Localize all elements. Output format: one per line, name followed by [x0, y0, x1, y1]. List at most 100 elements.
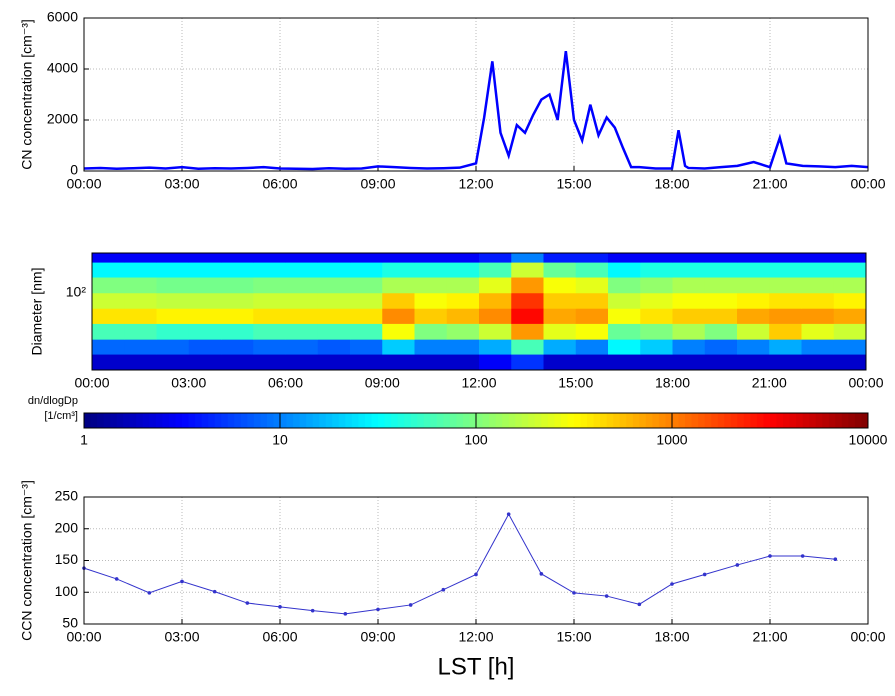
data-point	[212, 589, 217, 594]
colorbar-segment	[319, 413, 327, 428]
heatmap-cell	[124, 277, 157, 294]
heatmap-cell	[382, 308, 415, 324]
colorbar-segment	[253, 413, 261, 428]
heatmap-cell	[253, 339, 286, 355]
heatmap-cell	[833, 323, 867, 340]
colorbar-segment	[84, 413, 92, 428]
colorbar-segment	[306, 413, 314, 428]
heatmap-cell	[253, 262, 286, 278]
colorbar-segment	[848, 413, 856, 428]
colorbar-segment	[587, 413, 595, 428]
heatmap-cell	[253, 292, 286, 309]
plot-frame	[91, 252, 867, 371]
colorbar-segment	[208, 413, 216, 428]
colorbar-segment	[691, 413, 699, 428]
plot-area	[84, 18, 868, 171]
colorbar-segment	[404, 413, 412, 428]
heatmap-cell	[124, 262, 157, 278]
heatmap-cell	[575, 308, 609, 324]
heatmap-cell	[737, 253, 770, 263]
y-axis-label: CCN concentration [cm⁻³]	[19, 480, 35, 641]
heatmap-cell	[350, 253, 383, 263]
data-line	[83, 513, 836, 615]
colorbar-segment	[508, 413, 516, 428]
colorbar-segment	[280, 413, 288, 428]
heatmap-cell	[575, 323, 609, 340]
heatmap-cell	[317, 292, 351, 309]
heatmap-cell	[608, 277, 641, 294]
colorbar-segment	[123, 413, 131, 428]
heatmap-cell	[317, 262, 351, 278]
heatmap-cell	[446, 262, 480, 278]
colorbar-segment	[410, 413, 418, 428]
x-tick-label: 00:00	[850, 176, 885, 192]
heatmap-cell	[543, 339, 577, 355]
colorbar-segment	[155, 413, 163, 428]
colorbar-segment	[822, 413, 830, 428]
heatmap-cell	[221, 253, 254, 263]
colorbar-segment	[462, 413, 470, 428]
heatmap-cell	[317, 253, 351, 263]
heatmap-cell	[414, 253, 448, 263]
colorbar-segment	[116, 413, 124, 428]
colorbar-segment	[626, 413, 634, 428]
heatmap-cell	[640, 253, 673, 263]
colorbar-segment	[345, 413, 353, 428]
colorbar-segment	[658, 413, 666, 428]
heatmap-cell	[737, 292, 770, 309]
heatmap-cell	[156, 292, 190, 309]
x-tick-label: 18:00	[655, 375, 690, 391]
heatmap-cell	[479, 308, 512, 324]
x-tick-label: 15:00	[558, 375, 593, 391]
heatmap-cell	[317, 354, 351, 371]
x-tick-label: 18:00	[654, 629, 689, 645]
data-point	[506, 512, 511, 516]
heatmap-cell	[704, 323, 738, 340]
colorbar-segment	[358, 413, 366, 428]
heatmap-cell	[188, 253, 222, 263]
colorbar-segment	[312, 413, 320, 428]
heatmap-cell	[350, 339, 383, 355]
x-tick-label: 15:00	[556, 176, 591, 192]
heatmap-cell	[156, 308, 190, 324]
colorbar-segment	[476, 413, 484, 428]
colorbar-segment	[423, 413, 431, 428]
colorbar-segment	[482, 413, 490, 428]
data-point	[768, 554, 772, 558]
y-tick-label: 100	[55, 583, 79, 599]
colorbar-segment	[534, 413, 542, 428]
heatmap-cell	[608, 354, 641, 371]
heatmap-cell	[350, 323, 383, 340]
x-tick-label: 03:00	[164, 176, 199, 192]
colorbar-segment	[495, 413, 503, 428]
colorbar-segment	[574, 413, 582, 428]
colorbar-segment	[724, 413, 732, 428]
heatmap-cell	[801, 277, 835, 294]
colorbar-segment	[815, 413, 823, 428]
colorbar-segment	[645, 413, 653, 428]
colorbar-segment	[515, 413, 523, 428]
data-point	[637, 602, 642, 607]
colorbar-title: [1/cm³]	[44, 410, 78, 422]
heatmap-cell	[156, 262, 190, 278]
colorbar-segment	[97, 413, 105, 428]
heatmap-cell	[253, 253, 286, 263]
heatmap-cell	[575, 262, 609, 278]
heatmap-cell	[124, 323, 157, 340]
heatmap-cell	[801, 354, 835, 371]
heatmap-cell	[575, 253, 609, 263]
heatmap-cell	[479, 277, 512, 294]
heatmap-cell	[285, 308, 319, 324]
colorbar-segment	[698, 413, 706, 428]
heatmap-cell	[156, 253, 190, 263]
heatmap-cell	[608, 308, 641, 324]
heatmap-cell	[414, 323, 448, 340]
heatmap-cell	[801, 339, 835, 355]
heatmap-cell	[575, 339, 609, 355]
colorbar-segment	[528, 413, 536, 428]
heatmap-cell	[672, 354, 706, 371]
heatmap-cell	[446, 253, 480, 263]
heatmap-cell	[672, 262, 706, 278]
heatmap-cell	[446, 354, 480, 371]
heatmap-cell	[285, 262, 319, 278]
